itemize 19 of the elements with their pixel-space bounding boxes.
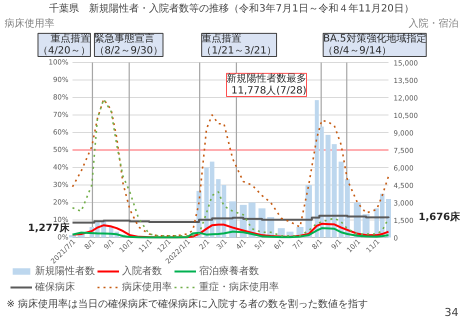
y2-axis-title: 入院・宿泊 (408, 18, 458, 30)
text: ※ 病床使用率は当日の確保病床で確保病床に入院する者の数を割った数値を指す (6, 298, 368, 310)
text: 1,277床 (28, 222, 70, 234)
y-axis-title: 病床使用率 (4, 18, 54, 30)
line-series (72, 98, 390, 237)
text: 34 (444, 306, 459, 319)
chart-title: 千葉県 新規陽性者・入院者数等の推移（令和3年7月1日～令和４年11月20日） (49, 2, 414, 14)
legend-label: 宿泊療養者数 (199, 264, 259, 278)
legend-label: 入院者数 (122, 264, 162, 278)
legend-label: 確保病床 (35, 280, 75, 294)
line-series (72, 227, 390, 238)
legend-label: 重症・病床使用率 (199, 280, 279, 294)
legend-label: 病床使用率 (122, 280, 172, 294)
ref-line-label: BA.5対策強化地域指定（8/4～9/14） (323, 32, 426, 56)
legend-label: 新規陽性者数 (35, 264, 95, 278)
text: 1,676床 (418, 211, 462, 223)
text: 重点措置（4/20～） (38, 32, 90, 56)
line-series (72, 222, 390, 238)
ref-line-label: 緊急事態宣言（8/2～9/30） (94, 32, 164, 56)
